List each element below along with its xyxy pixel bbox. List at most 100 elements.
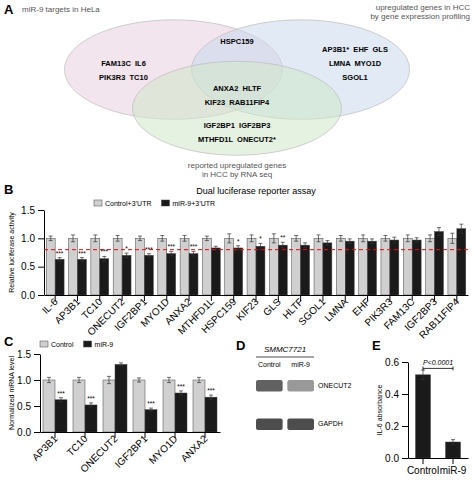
venn-panel: miR-9 targets in HeLaupregulated genes i… [22,3,470,179]
text-line: reported upregulated genes [188,161,286,170]
error-bar [451,440,455,445]
error-bar-cap [107,376,111,377]
error-bar-cap [392,237,396,238]
x-tick-label: IGF2BP1 [113,433,150,470]
error-bar-cap [169,255,173,256]
error-bar-stem [305,243,306,248]
y-axis: 0.00.20.40.6 [385,357,408,464]
error-bar-stem [296,236,297,242]
y-tick-label: 0.5 [21,261,35,272]
bar [167,254,176,295]
error-bar-cap [406,241,410,242]
blot-band [256,380,283,392]
panel-label: C [4,334,14,349]
error-bar-cap [137,382,141,383]
error-bar-cap [250,234,254,235]
y-tick: 1.0 [17,375,40,386]
error-bar [147,254,151,257]
venn-region-label: FAM13C IL6 [101,59,146,68]
x-tick-label: AP3B1 [30,433,60,463]
error-bar-cap [71,234,75,235]
error-bar-cap [197,382,201,383]
y-tick: 1.5 [17,349,40,360]
error-bar-cap [339,235,343,236]
error-bar-cap [459,233,463,234]
error-bar-cap [303,247,307,248]
bar [163,380,175,432]
bar [189,254,198,295]
y-tick-mark [38,295,44,296]
bar [122,255,131,295]
legend-item: miR-9+3’UTR [162,200,216,207]
error-bar [149,408,153,411]
error-bar-cap [102,261,106,262]
error-bar-cap [250,241,254,242]
error-bar-cap [325,240,329,241]
x-tick-label: MYO1D [147,433,180,466]
bar [133,380,145,432]
error-bar-cap [179,395,183,396]
error-bar-stem [385,236,386,242]
error-bar-stem [430,235,431,242]
y-tick-label: 1.0 [17,375,31,386]
error-bar-cap [49,236,53,237]
x-tick: IGF2BP1 [113,432,150,470]
error-bar-stem [181,391,182,395]
x-tick-label: SGOL1 [296,296,328,328]
x-tick: SGOL1 [296,295,328,327]
significance-label: *** [145,246,153,253]
error-bar-stem [452,233,453,243]
error-bar-stem [318,235,319,242]
error-bar-cap [58,261,62,262]
x-tick: ANXA2 [179,432,210,464]
x-tick-label: HSPC159 [199,296,239,336]
error-bar-stem [193,251,194,256]
y-tick-label: 1.5 [17,349,31,360]
error-bar-cap [450,233,454,234]
error-bar-cap [348,238,352,239]
error-bar-stem [215,246,216,249]
error-bar-cap [116,235,120,236]
x-axis-line [41,432,221,433]
error-bar-cap [205,240,209,241]
error-bar-cap [102,256,106,257]
bar [69,238,78,295]
legend-label: miR-9 [95,341,114,348]
error-bar [137,378,141,382]
error-bar-cap [138,240,142,241]
error-bar-cap [59,401,63,402]
error-bar-stem [260,243,261,249]
error-bar [428,235,432,242]
x-tick: Control [407,458,439,476]
bar [91,238,100,295]
error-bar-stem [423,370,424,380]
plot-texts: *********************** [56,234,286,256]
error-bar-cap [49,240,53,241]
plot-texts: *************** [57,383,215,407]
bar [314,238,323,295]
error-bar-cap [205,236,209,237]
error-bar-stem [139,378,140,382]
error-bar-stem [169,377,170,382]
legend-label: Control+3’UTR [105,200,152,207]
plot-area [416,366,461,458]
error-bar-stem [49,377,50,382]
y-tick-label: 0.4 [385,389,399,400]
error-bar [197,377,201,382]
error-bar-cap [450,243,454,244]
bar [193,380,205,432]
legend: Control+3’UTR miR-9+3’UTR [94,200,215,207]
x-tick: MYO1D [147,432,180,466]
error-bar-cap [227,233,231,234]
error-bar [272,234,276,243]
x-tick: ONECUT2 [78,432,120,475]
error-bar [406,235,410,242]
error-bar-cap [183,235,187,236]
bar [103,380,115,432]
error-bar [80,258,84,261]
y-tick: 0.2 [385,421,408,432]
error-bar-cap [169,251,173,252]
error-bar-cap [119,362,123,363]
significance-label: *** [177,383,185,390]
y-tick-label: 1.5 [21,205,35,216]
